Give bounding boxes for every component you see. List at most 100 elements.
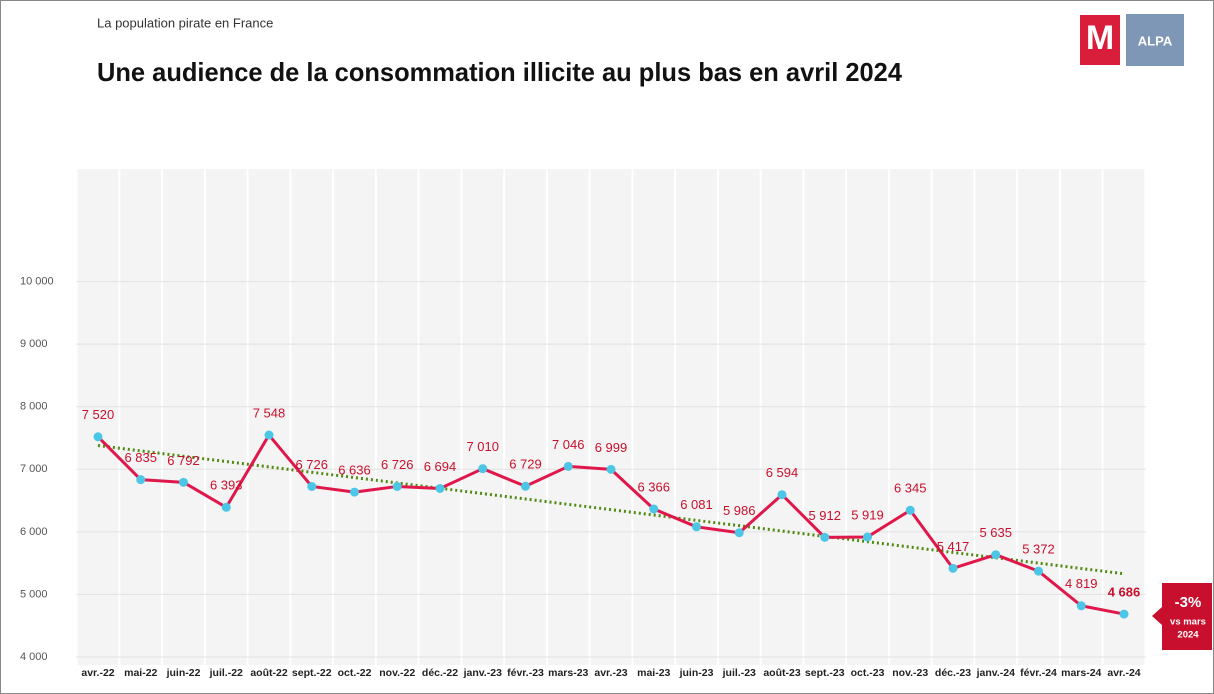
- column-bg: [120, 169, 162, 665]
- x-tick-label: janv.-24: [976, 667, 1015, 679]
- x-tick-label: juil.-23: [722, 667, 756, 679]
- x-tick-label: janv.-23: [463, 667, 502, 679]
- chart-title: Une audience de la consommation illicite…: [97, 57, 903, 87]
- x-tick-label: mai-23: [637, 667, 670, 679]
- y-tick-label: 5 000: [20, 588, 48, 600]
- data-point: [649, 504, 659, 514]
- column-bg: [718, 169, 760, 665]
- data-label: 5 635: [979, 525, 1012, 540]
- data-label: 6 636: [338, 463, 371, 478]
- data-label: 7 548: [253, 405, 286, 420]
- data-point: [606, 464, 616, 474]
- data-label: 7 520: [82, 407, 115, 422]
- data-point: [93, 432, 103, 442]
- data-label: 5 919: [851, 507, 884, 522]
- x-tick-label: déc.-23: [935, 667, 971, 679]
- x-tick-label: oct.-22: [338, 667, 372, 679]
- data-label: 6 594: [766, 465, 799, 480]
- data-label: 6 345: [894, 481, 927, 496]
- data-point: [863, 532, 872, 542]
- data-label: 6 999: [595, 440, 628, 455]
- badge-note: vs mars: [1170, 617, 1206, 628]
- data-point: [478, 464, 488, 474]
- data-point: [1119, 609, 1129, 619]
- column-bg: [932, 169, 974, 665]
- x-tick-label: juin-23: [679, 667, 714, 679]
- column-bg: [889, 169, 931, 665]
- logo-m-bg: [1080, 15, 1120, 65]
- x-tick-label: oct.-23: [851, 667, 885, 679]
- data-label: 6 726: [381, 457, 414, 472]
- column-bg: [205, 169, 247, 665]
- x-tick-label: nov.-22: [379, 667, 415, 679]
- data-label: 7 046: [552, 437, 585, 452]
- column-bg: [462, 169, 504, 665]
- data-point: [435, 483, 445, 493]
- column-bg: [633, 169, 675, 665]
- x-tick-label: sept.-23: [805, 667, 845, 679]
- data-point: [392, 481, 402, 491]
- data-label: 5 372: [1022, 542, 1055, 557]
- x-tick-label: août-23: [763, 667, 801, 679]
- data-label: 4 686: [1108, 585, 1141, 600]
- data-point: [179, 477, 188, 487]
- data-point: [692, 522, 701, 532]
- data-label: 6 729: [509, 457, 542, 472]
- column-bg: [77, 169, 119, 665]
- data-label: 6 835: [124, 450, 157, 465]
- x-tick-label: juil.-22: [209, 667, 243, 679]
- data-point: [264, 430, 274, 440]
- x-tick-label: avr.-23: [594, 667, 627, 679]
- column-bg: [291, 169, 333, 665]
- x-tick-label: avr.-24: [1107, 667, 1140, 679]
- data-label: 6 366: [637, 479, 670, 494]
- column-bg: [419, 169, 461, 665]
- chart-subtitle: La population pirate en France: [97, 15, 273, 30]
- data-label: 6 081: [680, 497, 713, 512]
- x-tick-label: sept.-22: [292, 667, 332, 679]
- column-bg: [804, 169, 846, 665]
- column-bg: [248, 169, 290, 665]
- data-label: 4 819: [1065, 576, 1098, 591]
- data-point: [563, 461, 573, 471]
- y-tick-label: 8 000: [20, 401, 48, 413]
- data-point: [1034, 566, 1043, 576]
- y-tick-label: 7 000: [20, 463, 48, 475]
- badge-change: -3%: [1175, 594, 1202, 611]
- column-bg: [547, 169, 589, 665]
- data-point: [221, 502, 231, 512]
- x-tick-label: déc.-22: [422, 667, 458, 679]
- y-tick-label: 9 000: [20, 338, 48, 350]
- data-point: [905, 505, 915, 515]
- x-tick-label: avr.-22: [81, 667, 114, 679]
- data-point: [1076, 601, 1086, 611]
- data-label: 5 417: [937, 539, 970, 554]
- column-bg: [1060, 169, 1102, 665]
- column-bg: [1018, 169, 1059, 665]
- data-point: [307, 481, 317, 491]
- logo-alpa-bg: [1126, 14, 1184, 66]
- column-bg: [676, 169, 717, 665]
- x-tick-label: nov.-23: [892, 667, 928, 679]
- data-label: 6 792: [167, 453, 200, 468]
- x-tick-label: févr.-24: [1020, 667, 1057, 679]
- column-bg: [761, 169, 803, 665]
- trend-line: [97, 444, 1125, 576]
- logo-m: M: [1086, 19, 1114, 57]
- y-tick-label: 6 000: [20, 526, 48, 538]
- y-tick-label: 10 000: [20, 276, 54, 288]
- badge-note: 2024: [1177, 630, 1199, 641]
- column-bg: [847, 169, 888, 665]
- x-tick-label: mars-23: [548, 667, 588, 679]
- data-point: [820, 532, 830, 542]
- data-point: [734, 528, 744, 538]
- badge: [1152, 583, 1212, 650]
- data-label: 5 912: [808, 508, 841, 523]
- column-bg: [163, 169, 204, 665]
- y-tick-label: 4 000: [20, 651, 48, 663]
- data-label: 6 694: [424, 459, 457, 474]
- column-bg: [975, 169, 1017, 665]
- data-label: 7 010: [466, 439, 499, 454]
- column-bg: [1103, 169, 1145, 665]
